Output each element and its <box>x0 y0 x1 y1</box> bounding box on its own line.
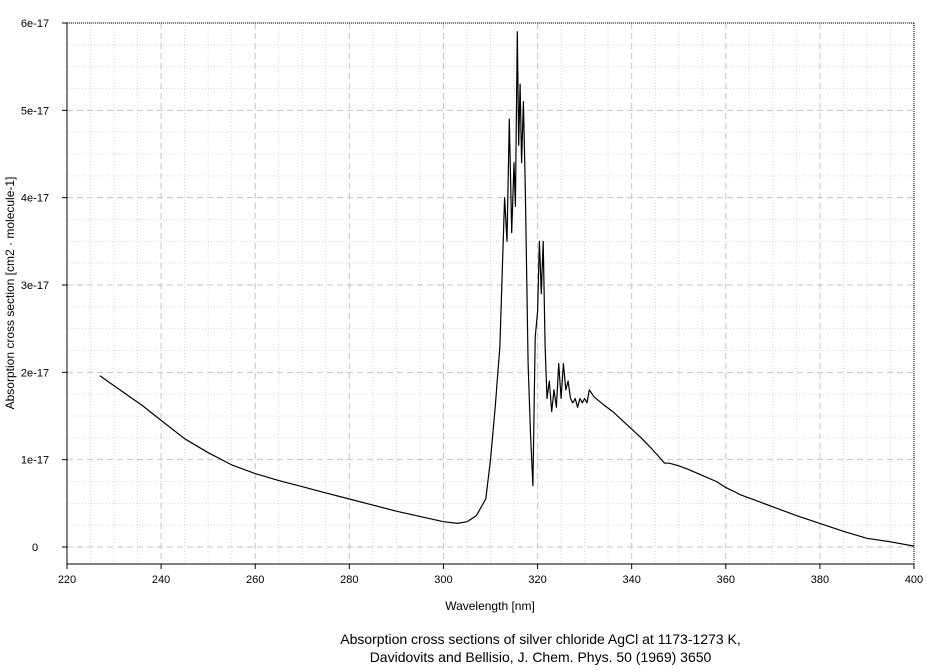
plot-frame <box>66 22 915 565</box>
y-tick-label: 0 <box>32 542 38 554</box>
series-line <box>99 31 915 547</box>
x-tick-label: 220 <box>58 574 76 586</box>
y-axis-title: Absorption cross section [cm2 · molecule… <box>3 177 17 410</box>
x-tick-label: 360 <box>717 574 735 586</box>
y-tick-label: 6e-17 <box>21 18 49 30</box>
x-tick-label: 340 <box>622 574 640 586</box>
x-tick-label: 380 <box>811 574 829 586</box>
y-tick-label: 3e-17 <box>21 280 49 292</box>
y-tick-label: 2e-17 <box>21 367 49 379</box>
y-tick-label: 5e-17 <box>21 105 49 117</box>
x-tick-label: 260 <box>246 574 264 586</box>
x-tick-label: 240 <box>152 574 170 586</box>
x-axis: 220 240 260 280 300 320 340 360 380 400 <box>58 564 923 586</box>
x-tick-label: 400 <box>905 574 923 586</box>
caption-line-2: Davidovits and Bellisio, J. Chem. Phys. … <box>369 649 712 665</box>
y-tick-label: 1e-17 <box>21 455 49 467</box>
x-tick-label: 320 <box>528 574 546 586</box>
x-tick-label: 300 <box>434 574 452 586</box>
x-axis-title: Wavelength [nm] <box>445 599 535 613</box>
minor-grid <box>67 23 914 564</box>
y-axis: 0 1e-17 2e-17 3e-17 4e-17 5e-17 6e-17 <box>21 18 67 554</box>
y-tick-label: 4e-17 <box>21 193 49 205</box>
chart: 220 240 260 280 300 320 340 360 380 400 0 1e-17 2e-… <box>3 18 923 613</box>
series-group <box>99 31 915 547</box>
caption: Absorption cross sections of silver chlo… <box>0 630 937 666</box>
x-tick-label: 280 <box>340 574 358 586</box>
caption-line-1: Absorption cross sections of silver chlo… <box>340 631 741 647</box>
